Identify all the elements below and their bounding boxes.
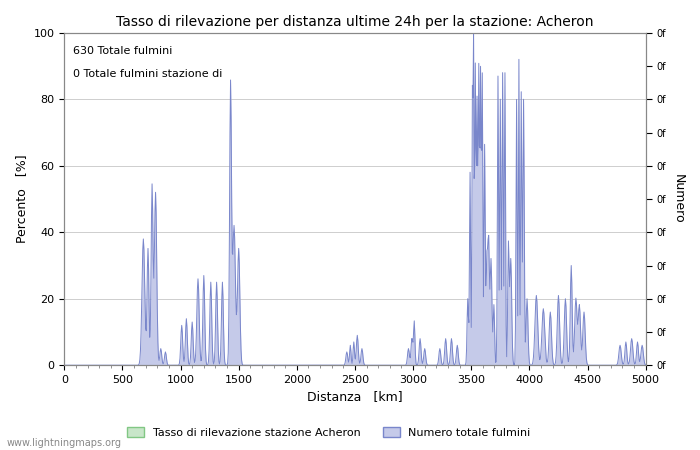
Text: 630 Totale fulmini: 630 Totale fulmini [73, 46, 172, 56]
Text: www.lightningmaps.org: www.lightningmaps.org [7, 438, 122, 448]
X-axis label: Distanza   [km]: Distanza [km] [307, 391, 402, 404]
Text: 0 Totale fulmini stazione di: 0 Totale fulmini stazione di [73, 69, 223, 80]
Title: Tasso di rilevazione per distanza ultime 24h per la stazione: Acheron: Tasso di rilevazione per distanza ultime… [116, 15, 594, 29]
Y-axis label: Percento   [%]: Percento [%] [15, 155, 28, 243]
Legend: Tasso di rilevazione stazione Acheron, Numero totale fulmini: Tasso di rilevazione stazione Acheron, N… [123, 423, 535, 442]
Y-axis label: Numero: Numero [672, 174, 685, 224]
